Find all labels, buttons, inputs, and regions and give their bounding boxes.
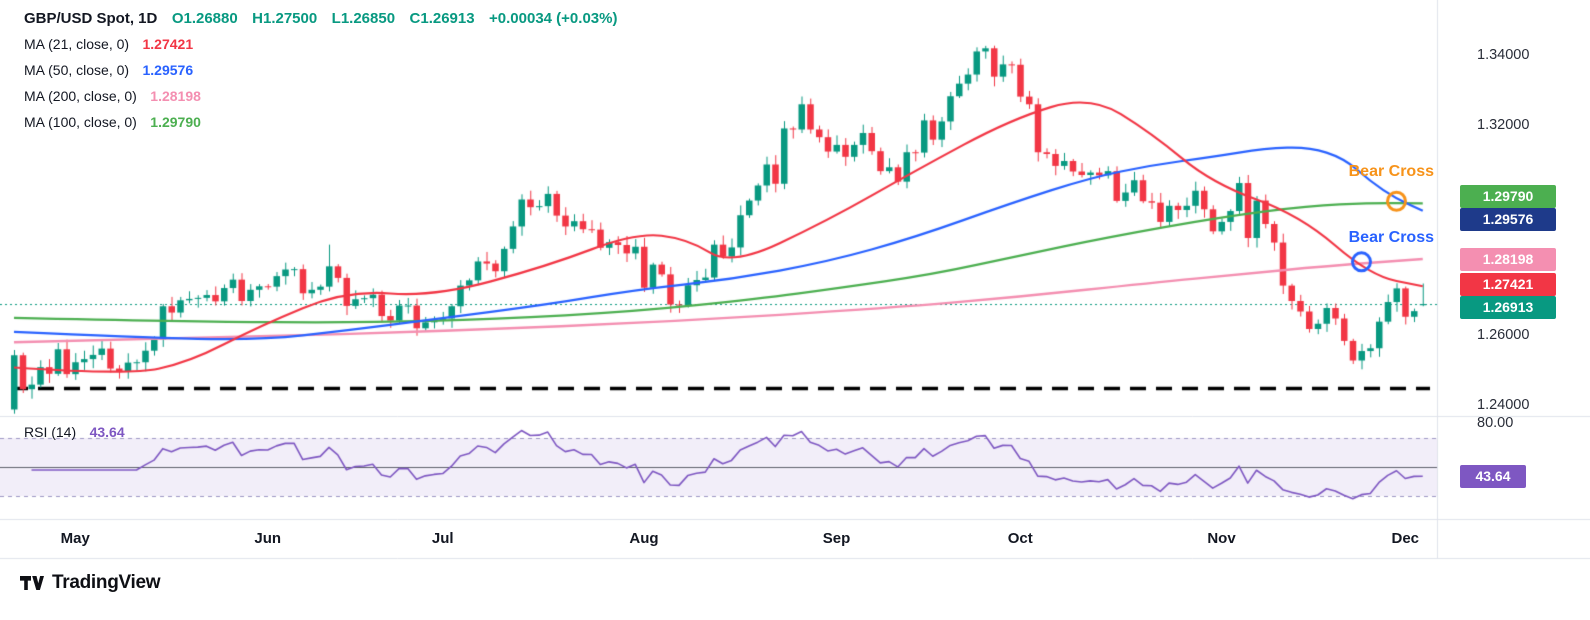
ma-21-label: MA (21, close, 0) — [24, 36, 130, 52]
ma-50-value: 1.29576 — [142, 62, 194, 78]
ohlc-low: L1.26850 — [331, 10, 396, 27]
symbol-title-row[interactable]: GBP/USD Spot, 1D O1.26880 H1.27500 L1.26… — [24, 10, 617, 28]
ma-100-value: 1.29790 — [150, 114, 201, 130]
ma-200-value: 1.28198 — [150, 88, 201, 104]
time-axis-month-nov: Nov — [1207, 530, 1236, 547]
ma-21-legend-row[interactable]: MA (21, close, 0) 1.27421 — [24, 36, 617, 54]
ohlc-close: C1.26913 — [409, 10, 475, 27]
time-axis-month-sep: Sep — [822, 530, 851, 547]
ma-100-label: MA (100, close, 0) — [24, 114, 137, 130]
time-axis-month-aug: Aug — [629, 530, 659, 547]
ma-50-label: MA (50, close, 0) — [24, 62, 130, 78]
rsi-axis-label: 80.00 — [1477, 414, 1514, 431]
time-axis-month-jun: Jun — [254, 530, 282, 547]
symbol-title: GBP/USD Spot, 1D — [24, 10, 158, 27]
rsi-label: RSI (14) — [24, 424, 77, 440]
ma-21-value: 1.27421 — [142, 36, 194, 52]
ma-200-legend-row[interactable]: MA (200, close, 0) 1.28198 — [24, 88, 617, 106]
indicator-legend: GBP/USD Spot, 1D O1.26880 H1.27500 L1.26… — [24, 10, 617, 140]
ma-100-legend-row[interactable]: MA (100, close, 0) 1.29790 — [24, 114, 617, 132]
rsi-legend-row[interactable]: RSI (14) 43.64 — [24, 424, 125, 442]
ma100-price-badge: 1.29790 — [1460, 184, 1556, 208]
price-axis-label: 1.32000 — [1477, 117, 1530, 133]
tradingview-logo-icon — [20, 576, 44, 590]
ma200-price-badge: 1.28198 — [1460, 248, 1556, 272]
bear-cross-label-lower: Bear Cross — [1348, 229, 1434, 246]
time-axis-month-oct: Oct — [1007, 530, 1033, 547]
ohlc-change: +0.00034 (+0.03%) — [489, 10, 618, 27]
tradingview-branding[interactable]: TradingView — [18, 570, 161, 596]
rsi-value-badge: 43.64 — [1460, 465, 1526, 489]
price-axis-label: 1.26000 — [1477, 327, 1530, 343]
price-axis-label: 1.34000 — [1477, 47, 1530, 63]
ohlc-open: O1.26880 — [171, 10, 238, 27]
time-axis-month-dec: Dec — [1391, 530, 1420, 547]
bear-cross-label-upper: Bear Cross — [1348, 163, 1434, 180]
ohlc-high: H1.27500 — [252, 10, 318, 27]
ma-200-label: MA (200, close, 0) — [24, 88, 137, 104]
time-axis-month-may: May — [60, 530, 90, 547]
ma-50-legend-row[interactable]: MA (50, close, 0) 1.29576 — [24, 62, 617, 80]
price-axis-label: 1.24000 — [1477, 397, 1530, 413]
tradingview-logo-text: TradingView — [52, 572, 161, 593]
ma50-price-badge: 1.29576 — [1460, 207, 1556, 231]
rsi-value: 43.64 — [89, 424, 125, 440]
ma21-price-badge: 1.27421 — [1460, 272, 1556, 296]
last-price-badge: 1.26913 — [1460, 295, 1556, 319]
time-axis-month-jul: Jul — [431, 530, 454, 547]
